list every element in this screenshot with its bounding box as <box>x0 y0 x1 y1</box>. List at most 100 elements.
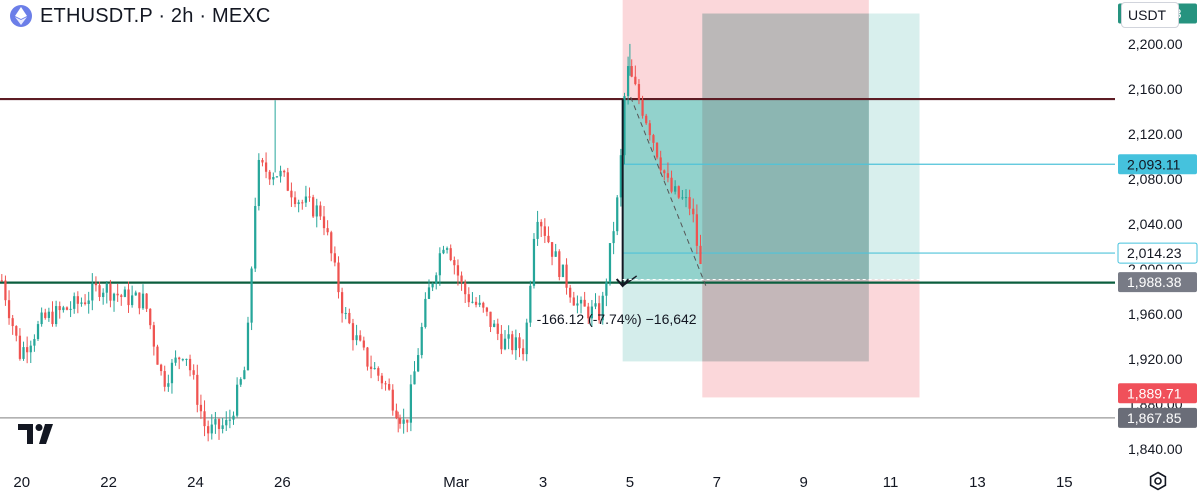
candle-body <box>663 170 666 174</box>
x-tick-label: 9 <box>799 474 807 491</box>
candle <box>634 65 637 86</box>
candle-body <box>398 418 402 424</box>
overlap-zone <box>702 13 869 362</box>
candle-body <box>641 99 644 116</box>
candle-body <box>406 419 409 423</box>
candle-body <box>351 323 355 341</box>
candle <box>149 308 152 330</box>
candle <box>674 180 677 195</box>
tradingview-logo-icon[interactable] <box>18 424 58 446</box>
candle-body <box>507 334 510 339</box>
candle-body <box>583 299 586 307</box>
candle-body <box>511 334 514 351</box>
candle <box>174 350 177 366</box>
candle-body <box>7 300 11 319</box>
symbol-header[interactable]: ETHUSDT.P · 2h · MEXC <box>10 3 277 29</box>
candle-body <box>493 323 496 327</box>
candle <box>413 361 416 385</box>
candle-body <box>652 135 655 143</box>
candle <box>326 220 329 236</box>
candle-body <box>380 375 384 384</box>
candle-body <box>239 379 242 385</box>
candle-body <box>286 172 289 191</box>
candle <box>26 336 29 364</box>
candle <box>112 292 116 312</box>
candle <box>659 150 662 175</box>
candle <box>250 266 253 331</box>
candle <box>699 234 702 265</box>
candle <box>138 292 141 315</box>
candle-body <box>601 295 604 321</box>
candle-body <box>261 159 264 163</box>
candle <box>243 366 246 380</box>
red-zone <box>622 0 869 100</box>
candle-body <box>598 303 601 321</box>
candle <box>91 273 94 311</box>
candle <box>637 79 641 105</box>
candle-body <box>616 197 619 232</box>
currency-button[interactable]: USDT <box>1121 2 1179 28</box>
candle <box>203 400 206 437</box>
candle <box>340 287 344 323</box>
candle <box>670 170 673 194</box>
candle-body <box>362 340 365 348</box>
candle <box>460 271 463 291</box>
candle <box>518 333 521 358</box>
candle-body <box>572 297 575 306</box>
candle <box>601 291 604 325</box>
candle <box>33 334 36 352</box>
candle-body <box>500 333 503 350</box>
candle <box>369 355 373 379</box>
candle <box>496 318 499 341</box>
x-tick-label: 15 <box>1056 474 1073 491</box>
candle <box>569 284 572 303</box>
candle <box>514 329 517 360</box>
candle-body <box>340 292 344 314</box>
candle <box>648 120 651 141</box>
price-label-text: 1,867.85 <box>1127 410 1182 426</box>
candle-body <box>456 265 460 276</box>
candle <box>435 272 438 290</box>
y-tick-label: 2,160.00 <box>1128 81 1183 97</box>
candle <box>47 307 50 322</box>
candle <box>127 281 130 313</box>
candle-body <box>80 302 83 304</box>
candle-body <box>681 197 684 199</box>
candle-body <box>388 384 391 390</box>
candle <box>605 278 608 307</box>
candle <box>684 189 688 208</box>
candle <box>355 324 358 346</box>
x-tick-label: 11 <box>883 474 899 491</box>
candle-body <box>540 221 543 227</box>
candle-body <box>62 307 65 311</box>
ethereum-icon <box>10 5 32 27</box>
candle <box>65 306 69 311</box>
candle-body <box>587 306 590 319</box>
candle-body <box>322 216 326 229</box>
candle-body <box>4 280 7 301</box>
candle <box>391 384 394 416</box>
candle-body <box>152 325 155 347</box>
candle <box>561 264 565 278</box>
settings-icon[interactable] <box>1148 471 1168 491</box>
candle-body <box>149 308 152 326</box>
candle-body <box>131 295 134 306</box>
candle <box>116 283 119 302</box>
candle <box>521 339 525 361</box>
candle <box>626 56 630 105</box>
price-label-text: 2,093.11 <box>1127 156 1181 172</box>
price-label: 2,014.23 <box>1117 242 1198 264</box>
candle-body <box>232 415 235 420</box>
candle-body <box>116 293 119 296</box>
candle-body <box>391 389 394 411</box>
measure-diagonal <box>630 96 707 287</box>
candle <box>235 377 239 418</box>
candle <box>406 419 409 433</box>
candle-body <box>471 301 474 303</box>
candle-body <box>645 115 648 124</box>
candle <box>467 287 470 308</box>
candle <box>485 306 489 317</box>
candle-body <box>366 347 369 367</box>
candle-body <box>0 280 3 282</box>
